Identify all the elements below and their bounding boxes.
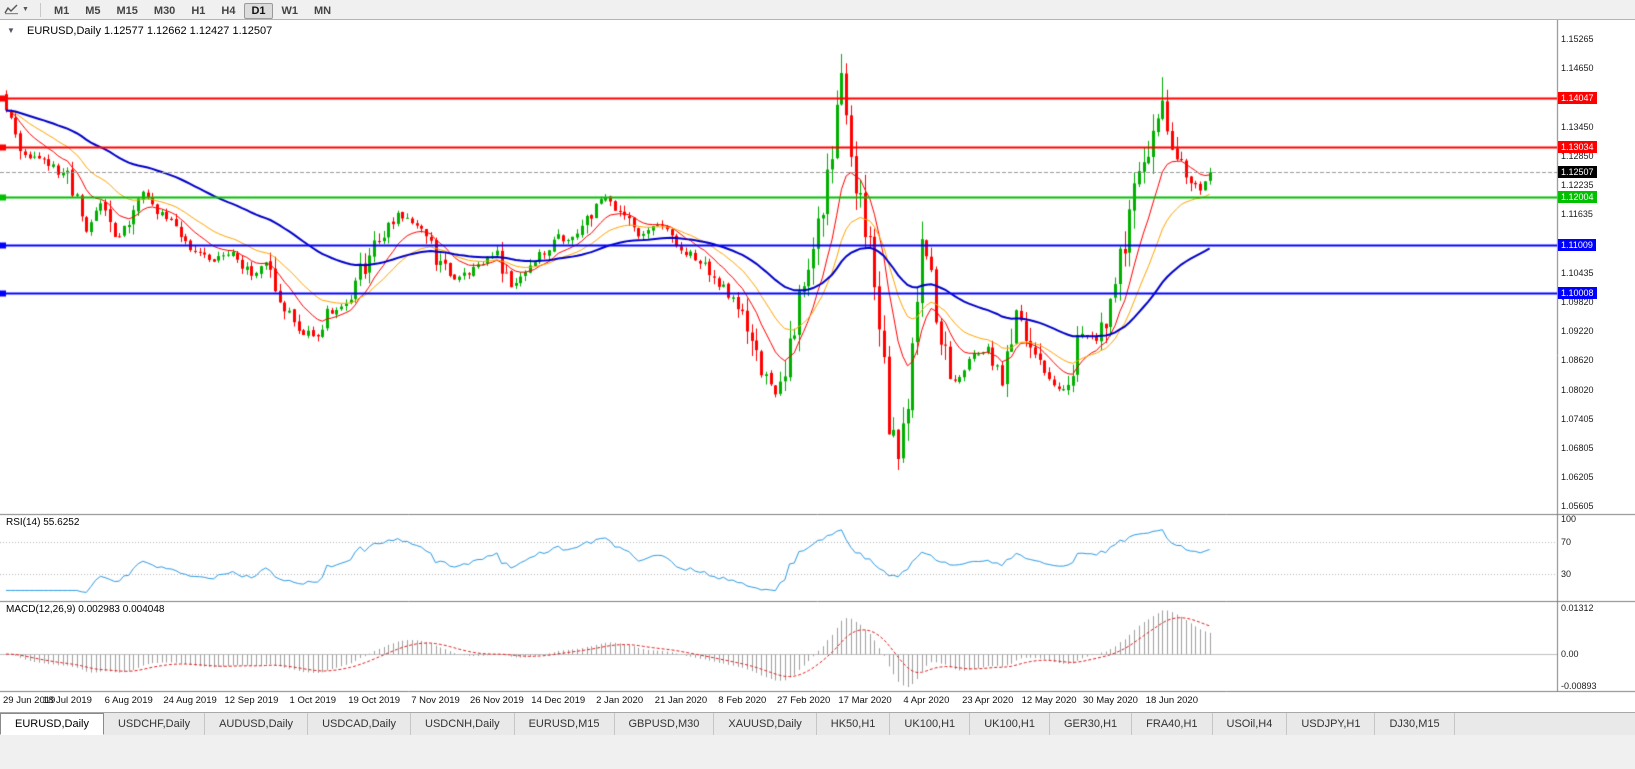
tab-uk100-h1[interactable]: UK100,H1 — [970, 713, 1050, 735]
timeframe-m15-button[interactable]: M15 — [116, 4, 138, 17]
tab-ger30-h1[interactable]: GER30,H1 — [1049, 713, 1133, 735]
charts-icon[interactable] — [4, 3, 19, 16]
toolbar-separator — [39, 2, 41, 17]
timeframe-button-group: M1 M5 M15 M30 H1 H4 D1 W1 MN — [46, 1, 339, 19]
chart-window — [0, 20, 1635, 712]
tab-dj30-m15[interactable]: DJ30,M15 — [1375, 713, 1455, 735]
tab-hk50-h1[interactable]: HK50,H1 — [816, 713, 891, 735]
macd-indicator-label: MACD(12,26,9) 0.002983 0.004048 — [6, 604, 165, 615]
status-bar — [0, 735, 1635, 769]
timeframe-mn-button[interactable]: MN — [314, 4, 332, 17]
collapse-indicators-icon[interactable]: ▼ — [7, 26, 15, 35]
rsi-indicator-label: RSI(14) 55.6252 — [6, 517, 80, 528]
chart-type-dropdown-icon[interactable]: ▼ — [22, 6, 29, 13]
tab-usdcnh-daily[interactable]: USDCNH,Daily — [411, 713, 515, 735]
tab-usdchf-daily[interactable]: USDCHF,Daily — [103, 713, 206, 735]
toolbar: ▼ M1 M5 M15 M30 H1 H4 D1 W1 MN — [0, 0, 1635, 20]
timeframe-h1-button[interactable]: H1 — [191, 4, 206, 17]
tab-eurusd-m15[interactable]: EURUSD,M15 — [514, 713, 615, 735]
timeframe-w1-button[interactable]: W1 — [281, 4, 299, 17]
tab-uk100-h1[interactable]: UK100,H1 — [890, 713, 971, 735]
tab-eurusd-daily[interactable]: EURUSD,Daily — [0, 713, 104, 735]
tab-usdjpy-h1[interactable]: USDJPY,H1 — [1287, 713, 1376, 735]
tab-audusd-daily[interactable]: AUDUSD,Daily — [205, 713, 309, 735]
chart-title: ▼ EURUSD,Daily 1.12577 1.12662 1.12427 1… — [7, 25, 272, 37]
tab-gbpusd-m30[interactable]: GBPUSD,M30 — [614, 713, 715, 735]
chart-tab-bar: EURUSD,Daily USDCHF,Daily AUDUSD,Daily USDC… — [0, 712, 1635, 735]
tab-usoil-h4[interactable]: USOil,H4 — [1212, 713, 1288, 735]
chart-ohlc-values: 1.12577 1.12662 1.12427 1.12507 — [104, 25, 273, 37]
timeframe-m5-button[interactable]: M5 — [85, 4, 101, 17]
tab-usdcad-daily[interactable]: USDCAD,Daily — [308, 713, 412, 735]
timeframe-d1-button[interactable]: D1 — [244, 2, 273, 19]
price-chart-canvas[interactable] — [0, 20, 1635, 712]
timeframe-h4-button[interactable]: H4 — [221, 4, 236, 17]
chart-symbol-label: EURUSD,Daily — [26, 25, 101, 37]
tab-xauusd-daily[interactable]: XAUUSD,Daily — [714, 713, 817, 735]
timeframe-m30-button[interactable]: M30 — [153, 4, 176, 17]
timeframe-m1-button[interactable]: M1 — [53, 4, 70, 17]
tab-fra40-h1[interactable]: FRA40,H1 — [1132, 713, 1213, 735]
